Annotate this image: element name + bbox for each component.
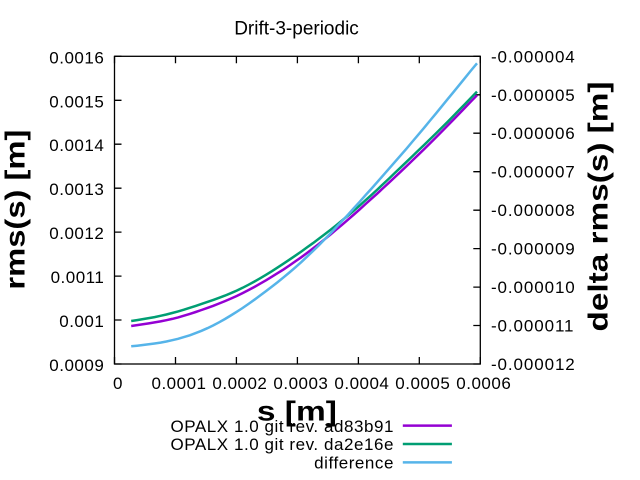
svg-text:0.0006: 0.0006 (456, 374, 511, 393)
svg-text:-0.000009: -0.000009 (491, 240, 576, 259)
svg-text:0.0015: 0.0015 (49, 92, 104, 111)
svg-text:0.0001: 0.0001 (152, 374, 207, 393)
svg-text:0.0002: 0.0002 (212, 374, 267, 393)
svg-text:0.0013: 0.0013 (49, 180, 104, 199)
svg-text:-0.000012: -0.000012 (491, 355, 576, 374)
svg-text:0.0011: 0.0011 (51, 268, 105, 287)
svg-text:0.0004: 0.0004 (334, 374, 389, 393)
svg-text:s [m]: s [m] (257, 396, 337, 427)
svg-text:-0.000006: -0.000006 (491, 124, 576, 143)
svg-text:OPALX 1.0 git rev. ad83b91: OPALX 1.0 git rev. ad83b91 (171, 417, 394, 436)
svg-text:-0.000010: -0.000010 (491, 278, 576, 297)
svg-text:0.0012: 0.0012 (49, 224, 104, 243)
svg-text:-0.000007: -0.000007 (491, 163, 576, 182)
svg-text:rms(s) [m]: rms(s) [m] (0, 130, 31, 290)
svg-text:delta rms(s) [m]: delta rms(s) [m] (583, 82, 614, 332)
svg-text:0.0014: 0.0014 (49, 136, 104, 155)
svg-text:0.0016: 0.0016 (49, 48, 104, 67)
svg-text:0: 0 (113, 374, 123, 393)
svg-text:-0.000005: -0.000005 (491, 86, 576, 105)
svg-text:OPALX 1.0 git rev. da2e16e: OPALX 1.0 git rev. da2e16e (171, 435, 394, 454)
svg-text:difference: difference (314, 454, 394, 473)
svg-text:0.0009: 0.0009 (49, 356, 104, 375)
svg-text:-0.000011: -0.000011 (491, 317, 574, 336)
svg-text:Drift-3-periodic: Drift-3-periodic (234, 18, 359, 39)
svg-text:0.001: 0.001 (59, 312, 104, 331)
svg-text:0.0005: 0.0005 (395, 374, 450, 393)
svg-text:-0.000008: -0.000008 (491, 201, 576, 220)
svg-text:0.0003: 0.0003 (273, 374, 328, 393)
svg-text:-0.000004: -0.000004 (491, 47, 576, 66)
